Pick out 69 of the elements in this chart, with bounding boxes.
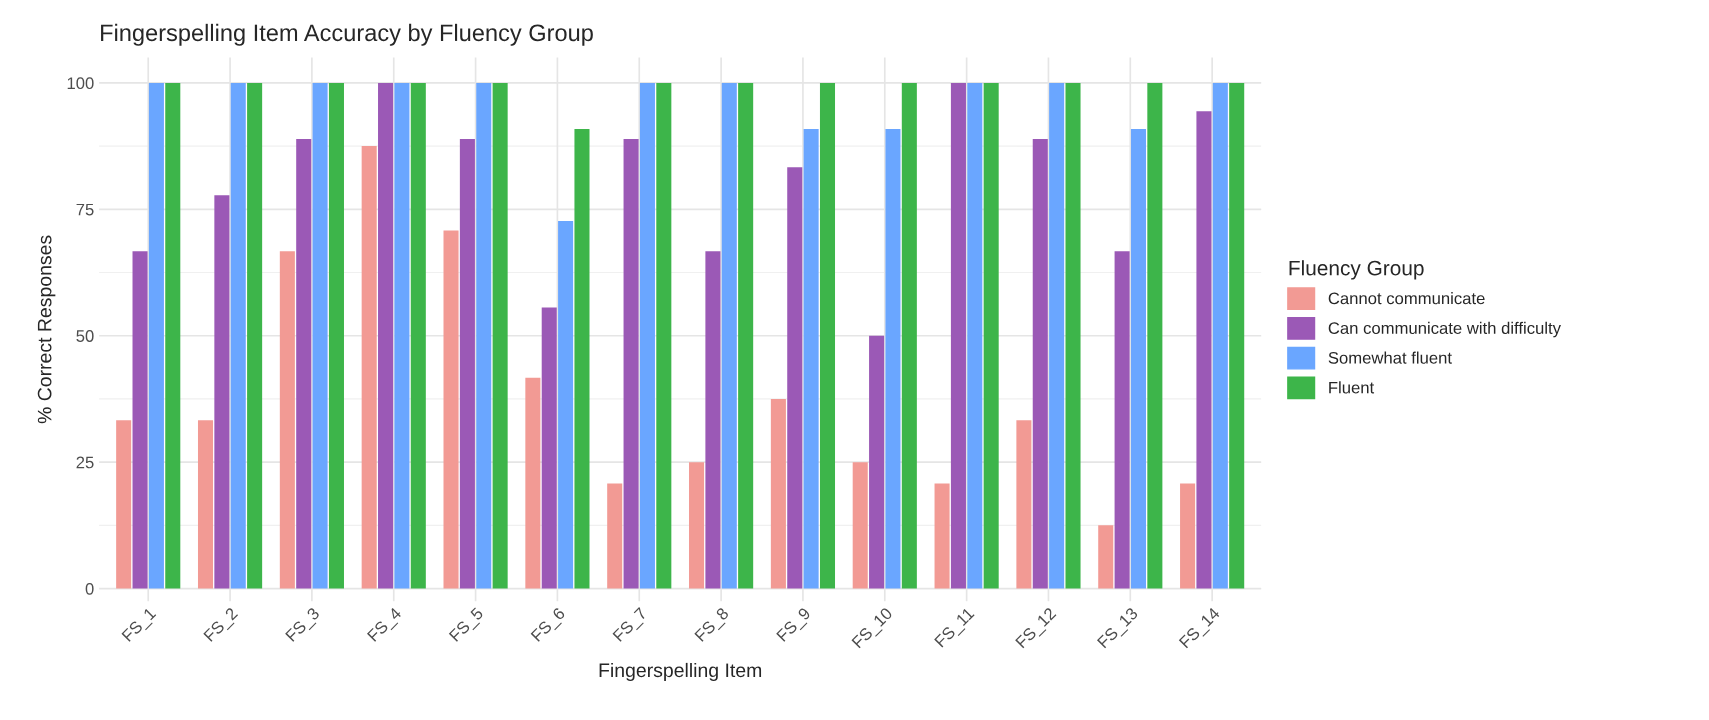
bar <box>1196 111 1212 589</box>
bar <box>1114 251 1130 589</box>
y-tick-label: 0 <box>85 582 94 595</box>
bar <box>296 139 312 589</box>
bar <box>803 128 819 589</box>
bar <box>574 128 590 589</box>
bar <box>1212 82 1228 589</box>
bar <box>247 82 263 589</box>
legend-label: Somewhat fluent <box>1328 351 1452 364</box>
y-tick-label: 100 <box>67 77 94 90</box>
bar <box>934 483 950 589</box>
bar <box>967 82 983 589</box>
bar <box>230 82 246 589</box>
legend-label: Can communicate with difficulty <box>1328 321 1561 338</box>
bar <box>721 82 737 589</box>
bar <box>1032 139 1048 589</box>
bar <box>443 230 459 589</box>
bar <box>869 335 885 589</box>
bar <box>1065 82 1081 589</box>
bar <box>1180 483 1196 589</box>
bar <box>165 82 181 589</box>
bar <box>819 82 836 589</box>
bar <box>607 483 623 589</box>
legend-label: Cannot communicate <box>1328 292 1485 305</box>
bar <box>852 462 868 589</box>
bar <box>639 82 655 589</box>
bar <box>983 82 999 589</box>
bar <box>132 251 148 589</box>
bar <box>1130 128 1147 589</box>
bar <box>1049 82 1065 589</box>
bar <box>148 82 164 589</box>
bar <box>378 82 394 589</box>
bar <box>770 398 786 589</box>
bar <box>541 307 557 589</box>
bar <box>312 82 328 589</box>
bar <box>1016 420 1032 589</box>
bar <box>656 82 672 589</box>
bar <box>1229 82 1245 589</box>
bar <box>787 167 803 589</box>
bar <box>1147 82 1163 589</box>
bar <box>885 128 901 589</box>
legend-label: Fluent <box>1329 381 1375 394</box>
bar <box>492 82 508 589</box>
bar <box>525 377 541 589</box>
bar <box>279 251 295 589</box>
bar <box>689 462 705 589</box>
bar <box>623 139 639 589</box>
bar <box>197 420 214 589</box>
bar <box>1098 525 1114 589</box>
bar <box>950 82 966 589</box>
bar <box>410 82 426 589</box>
x-axis-title: Fingerspelling Item <box>599 662 762 681</box>
chart-title: Fingerspelling Item Accuracy by Fluency Group <box>101 23 593 46</box>
bar <box>214 195 230 589</box>
y-tick-label: 75 <box>76 203 94 216</box>
bar <box>738 82 754 589</box>
bar <box>394 82 410 589</box>
y-tick-label: 50 <box>76 330 94 342</box>
bar <box>901 82 917 589</box>
y-tick-label: 25 <box>76 456 94 469</box>
bar <box>459 139 475 589</box>
bar <box>116 420 132 589</box>
legend-title: Fluency Group <box>1289 260 1424 280</box>
bar <box>705 251 721 589</box>
bar <box>476 82 492 589</box>
bar <box>328 82 344 589</box>
bar <box>558 220 574 589</box>
bar <box>361 146 377 589</box>
y-axis-title: % Correct Responses <box>37 235 56 424</box>
